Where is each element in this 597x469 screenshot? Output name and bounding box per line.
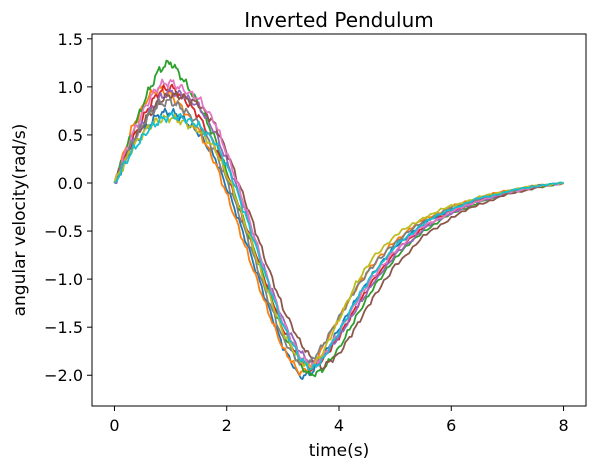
x-axis-label: time(s) xyxy=(309,441,370,461)
series-line xyxy=(114,88,564,365)
y-tick-label: −1.5 xyxy=(44,318,83,337)
y-tick-label: −2.0 xyxy=(44,366,83,385)
x-tick-label: 2 xyxy=(222,416,232,435)
series-line xyxy=(113,98,564,367)
y-axis-label: angular velocity(rad/s) xyxy=(10,124,30,317)
x-tick-label: 4 xyxy=(334,416,344,435)
y-tick-label: −0.5 xyxy=(44,222,83,241)
y-tick-label: 0.0 xyxy=(58,174,83,193)
x-axis: 0 2 4 6 8 xyxy=(109,406,569,435)
x-tick-label: 8 xyxy=(558,416,568,435)
series-line xyxy=(113,110,564,371)
y-axis: −2.0 −1.5 −1.0 −0.5 0.0 0.5 1.0 1.5 xyxy=(44,30,92,385)
y-tick-label: 1.5 xyxy=(58,30,83,49)
y-tick-label: −1.0 xyxy=(44,270,83,289)
series-line xyxy=(113,90,564,370)
x-tick-label: 0 xyxy=(109,416,119,435)
x-tick-label: 6 xyxy=(446,416,456,435)
series-group xyxy=(113,59,564,380)
y-tick-label: 0.5 xyxy=(58,126,83,145)
chart-title: Inverted Pendulum xyxy=(244,8,434,32)
y-tick-label: 1.0 xyxy=(58,78,83,97)
series-line xyxy=(113,83,564,372)
